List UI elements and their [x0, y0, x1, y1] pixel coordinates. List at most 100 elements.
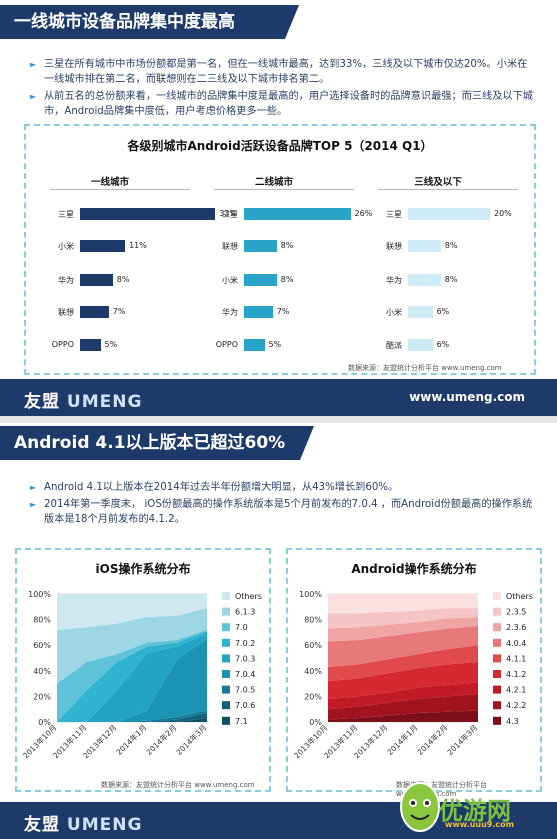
data-source: 数据来源：友盟统计分析平台 www.umeng.com	[101, 781, 255, 789]
x-tick-label: 2014年3月	[445, 722, 480, 757]
android-chart-box: Android操作系统分布 0% 20% 40% 60% 80% 100% 2013年10月…	[286, 548, 542, 798]
area-series-4.3	[328, 710, 478, 722]
legend-label: 6.1.3	[235, 608, 255, 617]
legend-label: 7.1	[235, 717, 248, 726]
bar-value-label: 6%	[436, 340, 450, 349]
watermark-url: www.uuu9.com	[445, 820, 514, 829]
legend-swatch	[493, 607, 501, 616]
brand-label: 酷派	[386, 341, 402, 350]
brand-bar	[408, 208, 490, 220]
legend-swatch	[493, 670, 501, 678]
bar-value-label: 8%	[280, 275, 294, 284]
area-series-7.1	[57, 718, 207, 722]
bullet-list: ► Android 4.1以上版本在2014年过去半年份额增大明显，从43%增长到…	[30, 480, 537, 529]
legend-swatch	[222, 607, 230, 616]
bar-value-label: 20%	[494, 209, 512, 218]
chart-title: 各级别城市Android活跃设备品牌TOP 5（2014 Q1）	[127, 139, 433, 153]
panel-title: 一线城市	[90, 177, 129, 188]
data-source: 数据来源：友盟统计分析平台 www.umeng.com	[348, 364, 502, 372]
legend-swatch	[222, 716, 230, 725]
legend-swatch	[493, 701, 501, 710]
bar-value-label: 8%	[116, 275, 130, 284]
y-tick-label: 40%	[304, 667, 322, 676]
area-series-4.1.1	[328, 645, 478, 682]
ios-chart-box: iOS操作系统分布 0% 20% 40% 60% 80% 100% 2013年10月 2013…	[15, 548, 271, 792]
brand-label: 联想	[386, 242, 402, 251]
legend-label: 4.3	[506, 717, 519, 726]
area-series-6.1.3	[57, 608, 207, 684]
brand-label: 小米	[386, 308, 402, 317]
legend-swatch	[493, 638, 501, 647]
bullet-item: ► 2014年第一季度末， iOS份额最高的操作系统版本是5个月前发布的7.0.4…	[30, 499, 533, 525]
area-series-Others	[57, 594, 207, 630]
brand-label: 联想	[222, 242, 238, 251]
android-area-chart: 0%20%40%60%80%100%2013年10月2013年11月2013年1…	[291, 590, 533, 760]
bar-value-label: 7%	[276, 307, 290, 316]
brand-bar	[408, 240, 441, 252]
bar-value-label: 5%	[104, 340, 118, 349]
area-series-7.0.4	[57, 638, 207, 722]
bullet-arrow-icon: ►	[30, 483, 37, 492]
area-series-7.0	[57, 629, 207, 722]
legend-swatch	[493, 654, 501, 663]
brand-bar	[80, 306, 109, 318]
legend-label: 4.2.2	[506, 701, 526, 710]
slide-divider	[0, 416, 557, 423]
legend-label: 4.2.1	[506, 686, 526, 695]
legend-label: 2.3.6	[506, 623, 526, 632]
x-tick-label: 2014年2月	[144, 722, 179, 757]
legend-swatch	[222, 623, 230, 632]
brand-label: 华为	[222, 308, 238, 317]
legend-label: Others	[235, 592, 262, 601]
area-series-4.2.1	[328, 682, 478, 710]
legend-label: 2.3.5	[506, 608, 526, 617]
area-series-Others	[328, 594, 478, 614]
y-tick-label: 40%	[33, 667, 51, 676]
y-tick-label: 60%	[304, 641, 322, 650]
brand-label: 联想	[58, 308, 74, 317]
brand-label: 三星	[386, 210, 402, 219]
panel-title: 二线城市	[254, 177, 293, 188]
bar-value-label: 26%	[354, 209, 373, 218]
brand-bar	[80, 339, 101, 351]
bullet-list: ► 三星在所有城市中市场份额都是第一名，但在一线城市最高，达到33%，三线及以下城…	[30, 57, 537, 121]
legend-swatch	[222, 638, 230, 647]
legend-label: 7.0.2	[235, 639, 255, 648]
bar-value-label: 5%	[268, 340, 282, 349]
bar-value-label: 11%	[129, 241, 147, 250]
legend-label: 7.0.3	[235, 654, 255, 663]
brand-bar	[80, 208, 216, 220]
y-tick-label: 100%	[299, 590, 322, 599]
footer-bar: 友盟 UMENG	[0, 802, 557, 839]
brand-bar	[80, 240, 126, 252]
brand-bar	[408, 339, 433, 351]
chart-title: Android操作系统分布	[351, 562, 477, 576]
umeng-logo[interactable]: 友盟 UMENG	[24, 392, 143, 412]
legend-label: Others	[506, 592, 533, 601]
panel-title: 三线及以下	[414, 177, 462, 188]
brand-bar	[244, 274, 277, 286]
panel-divider	[378, 189, 518, 190]
footer-bar: 友盟 UMENG www.umeng.com	[0, 379, 557, 416]
bullet-item: ► 从前五名的总份额来看，一线城市的品牌集中度是最高的，用户选择设备时的品牌意识最…	[30, 91, 533, 117]
legend-label: 7.0.4	[235, 670, 255, 679]
brand-label: 小米	[58, 242, 74, 251]
brand-bar	[244, 306, 273, 318]
legend-swatch	[222, 654, 230, 663]
footer-site-link[interactable]: www.umeng.com	[409, 390, 525, 404]
bar-value-label: 6%	[436, 307, 450, 316]
y-tick-label: 80%	[33, 616, 51, 625]
bar-value-label: 7%	[112, 307, 126, 316]
uuu9-watermark: 优游网 www.uuu9.com	[397, 777, 547, 837]
brand-bar	[244, 208, 351, 220]
brand-label: OPPO	[51, 340, 74, 349]
brand-bar	[80, 274, 113, 286]
y-tick-label: 80%	[304, 616, 322, 625]
slide-os-versions: Android 4.1以上版本已超过60% ► Android 4.1以上版本在2…	[0, 423, 557, 839]
legend-swatch	[493, 685, 501, 694]
legend-swatch	[493, 716, 501, 725]
area-series-7.0.5	[57, 710, 207, 722]
watermark-text: 优游网	[439, 797, 511, 825]
bullet-item: ► 三星在所有城市中市场份额都是第一名，但在一线城市最高，达到33%，三线及以下城…	[30, 59, 528, 85]
umeng-logo[interactable]: 友盟 UMENG	[24, 815, 143, 835]
